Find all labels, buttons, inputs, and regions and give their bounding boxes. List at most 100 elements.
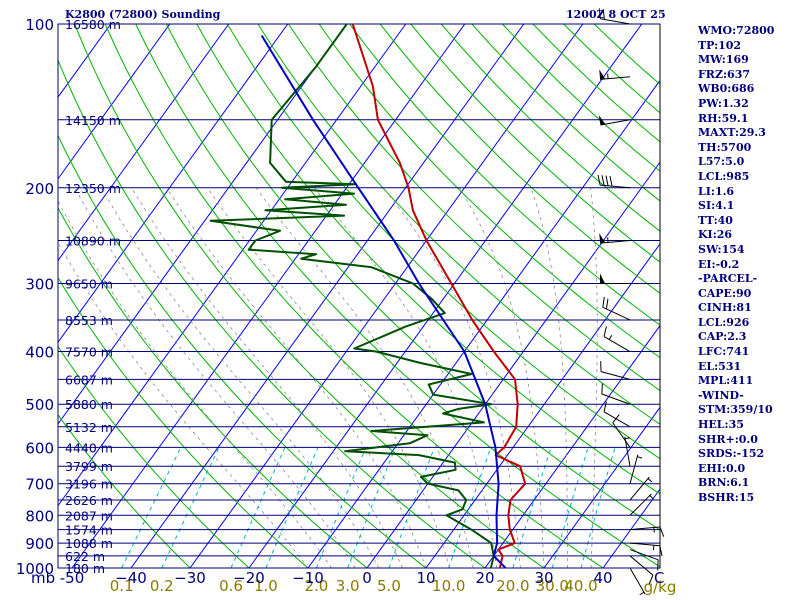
wind-barb-flag (605, 175, 609, 186)
height-label: 622 m (65, 549, 105, 564)
mixing-ratio-line (580, 447, 616, 568)
plot-frame (57, 23, 661, 569)
mixing-ratio-line (448, 447, 492, 568)
wind-barb-staff (629, 454, 639, 484)
index-item: WB0:686 (698, 82, 755, 96)
wind-barb (612, 414, 631, 448)
index-item: -WIND- (698, 388, 744, 402)
wind-barb-flag (601, 175, 605, 186)
index-item: MW:169 (698, 53, 749, 67)
wind-barb-staff (629, 549, 659, 561)
wind-barb-half-flag (649, 495, 654, 500)
pressure-tick-label: 900 (25, 535, 54, 553)
wind-barb-flag (659, 545, 663, 557)
isotherm-line (58, 24, 407, 507)
wind-barb-half-flag (639, 591, 645, 596)
wind-barb-pennant (598, 115, 606, 126)
temperature-tick-label: 0 (362, 569, 372, 587)
isotherm-line (58, 24, 171, 180)
wind-barb (599, 233, 631, 244)
temperature-tick-label: 40 (593, 569, 612, 587)
height-label: 10890 m (65, 233, 121, 248)
wind-barb-flag (605, 298, 609, 310)
isotherm-line (248, 24, 643, 568)
mixing-ratio-line (315, 447, 367, 568)
mixing-ratio-line (551, 447, 589, 568)
mixing-ratio-label: 0.6 (219, 577, 243, 595)
temperature-tick-label: -50 (60, 569, 85, 587)
chart-title: K2800 (72800) Sounding (65, 8, 221, 21)
index-item: CAP:2.3 (698, 330, 747, 344)
index-item: STM:359/10 (698, 403, 773, 417)
temperature-tick-label: 30 (534, 569, 553, 587)
wind-barb-pennant (600, 273, 605, 284)
wind-barb-flag (598, 8, 601, 19)
mixing-ratio-line (265, 447, 319, 568)
pressure-tick-label: 100 (25, 16, 54, 34)
isotherm-line (58, 24, 348, 425)
pressure-tick-label: 400 (25, 344, 54, 362)
wind-barb-half-flag (647, 478, 653, 483)
moist-adiabat-line (314, 187, 498, 568)
height-label: 8553 m (65, 313, 113, 328)
wind-barb-staff (629, 542, 660, 547)
wind-barb (603, 401, 631, 428)
wind-barb (598, 115, 631, 126)
temperature-tick-label: 10 (416, 569, 435, 587)
isotherm-line (58, 24, 230, 262)
temperature-tick-label: −20 (233, 569, 265, 587)
dry-adiabat-lines (58, 24, 660, 568)
isotherm-lines (58, 24, 660, 568)
temperature-tick-label: 20 (475, 569, 494, 587)
isotherm-line (543, 406, 660, 568)
wind-barb (598, 8, 631, 25)
index-item: KI:26 (698, 228, 733, 242)
mixing-ratio-line (230, 447, 286, 568)
mixing-ratio-lines (121, 447, 616, 568)
wind-barb-staff (603, 411, 631, 428)
wind-barb-flag (657, 559, 659, 571)
mixing-ratio-line (512, 447, 552, 568)
index-item: LI:1.6 (698, 184, 735, 198)
index-item: BSHR:15 (698, 491, 755, 504)
wind-barb (602, 296, 631, 321)
index-item: LFC:741 (698, 345, 750, 359)
wind-barb-staff (600, 371, 631, 380)
mixing-ratio-label: 5.0 (377, 577, 401, 595)
wind-barb-half-flag (637, 456, 643, 459)
index-item: EHI:0.0 (698, 461, 746, 475)
moist-adiabat-line (74, 187, 356, 568)
wind-barb (599, 69, 631, 80)
index-item: CAPE:90 (698, 286, 752, 300)
index-item: EL:531 (698, 359, 742, 373)
wind-barb (629, 555, 654, 585)
wind-barb-flag (601, 383, 603, 395)
index-item: TT:40 (698, 213, 733, 227)
wind-barb-flag (597, 174, 601, 186)
mixing-ratio-label: 40.0 (564, 577, 597, 595)
wind-barb-staff (629, 476, 650, 501)
mixing-ratio-label: 3.0 (336, 577, 360, 595)
axis-labels: 0.1 0.2 0.6 1.0 2.0 3.0 5.0 10.0 20.0 30.040.0 g/k… (16, 16, 677, 596)
isotherm-line (307, 79, 660, 568)
isobar-lines (57, 23, 661, 569)
index-item: LCL:926 (698, 315, 750, 329)
pressure-unit: mb (31, 569, 55, 587)
wind-barb-staff (600, 184, 631, 189)
wind-barb-flag (603, 401, 607, 412)
height-label: 1088 m (65, 536, 113, 551)
wind-barb-flag (602, 296, 605, 308)
index-item: SI:4.1 (698, 199, 735, 213)
mixing-ratio-label: 30.0 (536, 577, 569, 595)
mixing-ratio-label: 0.1 (110, 577, 134, 595)
wind-barb-flag (609, 175, 613, 187)
wind-barb (629, 454, 643, 484)
wind-barb-staff (629, 567, 646, 595)
moist-adiabat-line (530, 187, 568, 568)
isotherm-line (58, 24, 289, 344)
parcel-line (260, 34, 507, 568)
isotherm-line (484, 324, 660, 568)
height-label: 3799 m (65, 459, 113, 474)
wind-barb (629, 567, 646, 596)
